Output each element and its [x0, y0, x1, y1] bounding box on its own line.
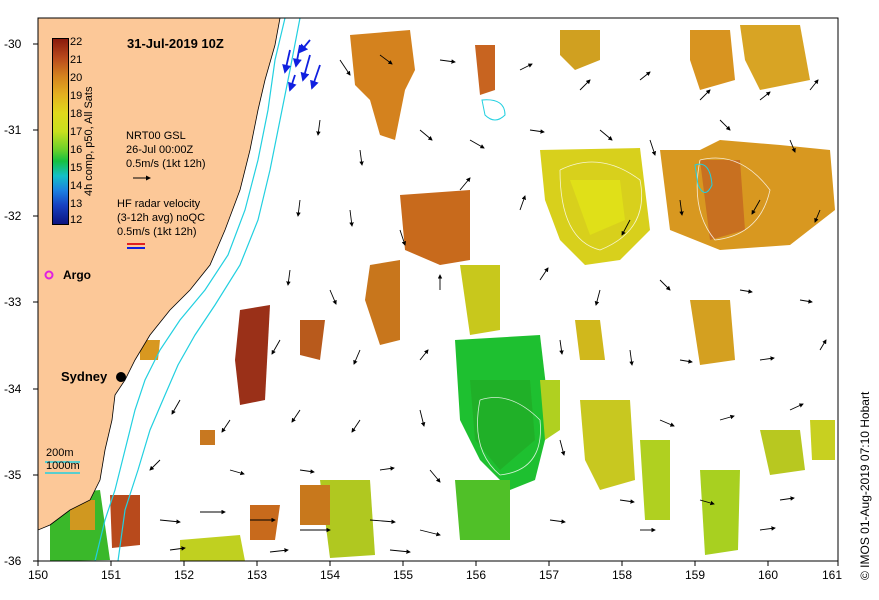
x-tick: 153 — [246, 568, 268, 582]
gsl-legend-line3: 0.5m/s (1kt 12h) — [126, 158, 206, 170]
cb-tick: 13 — [70, 198, 83, 210]
land-mass — [38, 18, 281, 531]
hf-legend-line2: (3-12h avg) noQC — [117, 212, 206, 224]
x-tick: 150 — [27, 568, 49, 582]
sydney-marker-icon — [116, 372, 126, 382]
cb-tick: 17 — [70, 126, 83, 138]
cb-tick: 15 — [70, 162, 83, 174]
cb-tick: 12 — [70, 214, 83, 226]
cb-tick: 21 — [70, 54, 83, 66]
x-tick: 151 — [100, 568, 122, 582]
depth-1000m-label: 1000m — [46, 460, 80, 472]
current-vectors — [149, 54, 827, 554]
y-tick: -30 — [4, 37, 22, 51]
x-tick: 156 — [465, 568, 487, 582]
cb-tick: 19 — [70, 90, 83, 102]
argo-marker-icon — [44, 270, 54, 280]
credit-text: © IMOS 01-Aug-2019 07:10 Hobart — [858, 391, 872, 580]
hf-legend-line1: HF radar velocity — [117, 198, 201, 210]
x-tick: 160 — [757, 568, 779, 582]
sst-patches — [50, 25, 835, 561]
x-tick: 159 — [684, 568, 706, 582]
cb-tick: 18 — [70, 108, 83, 120]
argo-label: Argo — [63, 268, 91, 282]
hf-legend-line3: 0.5m/s (1kt 12h) — [117, 226, 197, 238]
map-title: 31-Jul-2019 10Z — [127, 36, 224, 51]
sst-contours — [477, 157, 771, 476]
plot-frame — [37, 17, 839, 562]
x-tick: 161 — [821, 568, 843, 582]
axis-ticks — [33, 43, 839, 566]
y-tick: -33 — [4, 295, 22, 309]
cb-tick: 22 — [70, 36, 83, 48]
isobath-1000m — [117, 18, 301, 561]
y-tick: -32 — [4, 209, 22, 223]
y-tick: -34 — [4, 382, 22, 396]
x-tick: 158 — [611, 568, 633, 582]
colorbar-label: 4h comp, p50, All Sats — [83, 86, 95, 196]
y-tick: -35 — [4, 468, 22, 482]
cb-tick: 14 — [70, 180, 83, 192]
x-tick: 157 — [538, 568, 560, 582]
x-tick: 155 — [392, 568, 414, 582]
gsl-legend-line2: 26-Jul 00:00Z — [126, 144, 194, 156]
x-tick: 154 — [319, 568, 341, 582]
cb-tick: 16 — [70, 144, 83, 156]
cb-tick: 20 — [70, 72, 83, 84]
x-tick: 152 — [173, 568, 195, 582]
sydney-label: Sydney — [61, 369, 108, 384]
depth-200m-label: 200m — [46, 447, 74, 459]
hf-radar-vectors — [282, 39, 321, 92]
y-tick: -36 — [4, 554, 22, 568]
colorbar — [52, 38, 69, 225]
gsl-legend-line1: NRT00 GSL — [126, 130, 186, 142]
y-tick: -31 — [4, 123, 22, 137]
isobath-200m — [94, 18, 286, 561]
